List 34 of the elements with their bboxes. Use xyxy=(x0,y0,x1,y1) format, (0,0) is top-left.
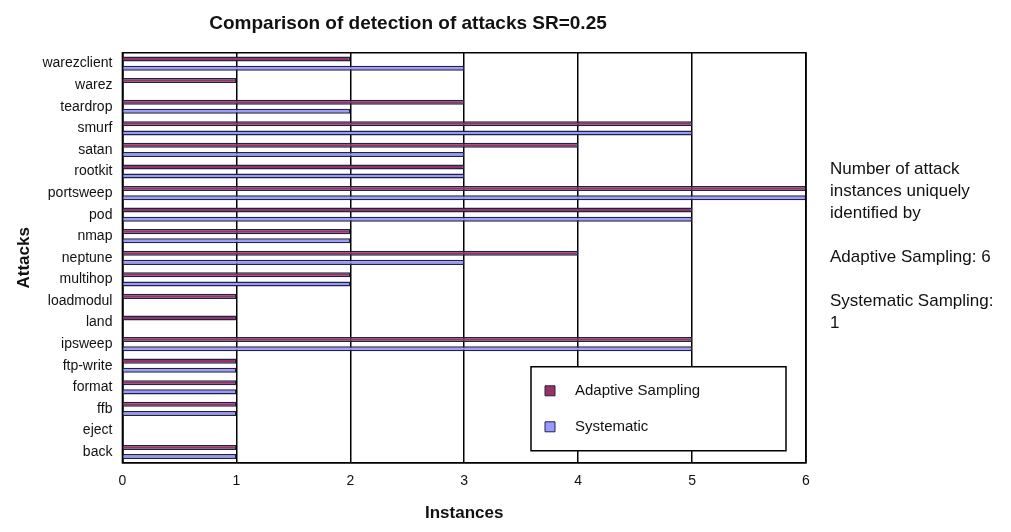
x-axis-title: Instances xyxy=(424,503,504,523)
y-tick-label: warezclient xyxy=(41,54,113,71)
y-tick-label: satan xyxy=(78,140,113,157)
x-tick-label: 4 xyxy=(574,472,583,489)
x-tick-label: 2 xyxy=(346,472,355,489)
y-tick-label: multihop xyxy=(59,270,113,287)
y-tick-label: warez xyxy=(74,76,113,93)
chart-title: Comparison of detection of attacks SR=0.25 xyxy=(209,11,608,33)
text: Number of attack instances uniquely identified by xyxy=(830,158,971,224)
x-tick-label: 3 xyxy=(460,472,469,489)
y-tick-label: nmap xyxy=(77,227,113,244)
y-tick-label: loadmodul xyxy=(47,291,113,308)
x-tick-label: 5 xyxy=(688,472,697,489)
y-tick-label: back xyxy=(82,442,114,459)
y-tick-label: eject xyxy=(82,421,113,438)
y-tick-label: portsweep xyxy=(47,183,113,200)
y-tick-label: ipsweep xyxy=(61,334,113,351)
y-tick-label: neptune xyxy=(61,248,113,265)
y-tick-label: pod xyxy=(89,205,113,222)
y-tick-label: teardrop xyxy=(60,97,113,114)
legend-label: Systematic xyxy=(575,416,649,434)
x-tick-label: 1 xyxy=(232,472,241,489)
text: Systematic Sampling: 1 xyxy=(830,290,995,334)
x-tick-label: 0 xyxy=(118,472,127,489)
y-axis-title: Attacks xyxy=(13,227,33,289)
legend-label: Adaptive Sampling xyxy=(575,380,701,398)
y-tick-label: ffb xyxy=(97,399,113,416)
y-tick-label: smurf xyxy=(77,119,113,136)
y-tick-label: land xyxy=(85,313,113,330)
y-tick-label: rootkit xyxy=(74,162,113,179)
text: Adaptive Sampling: 6 xyxy=(830,246,992,268)
y-tick-label: format xyxy=(72,378,113,395)
x-tick-label: 6 xyxy=(802,472,811,489)
y-tick-label: ftp-write xyxy=(62,356,113,373)
